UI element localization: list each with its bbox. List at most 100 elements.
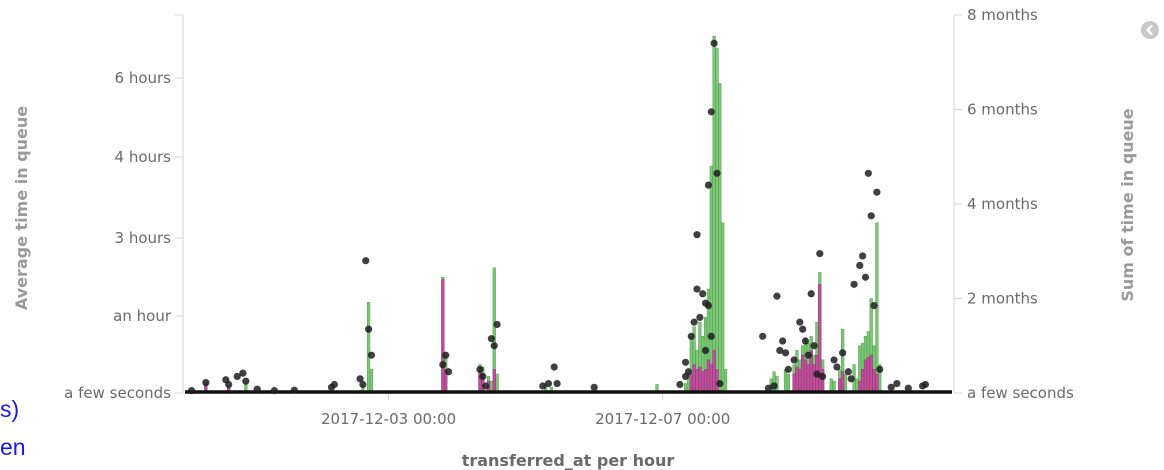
scatter-point: [553, 379, 561, 388]
bar: [703, 369, 708, 394]
scatter-point: [590, 383, 598, 391]
bar: [709, 364, 713, 394]
bar: [492, 369, 496, 394]
bar: [792, 373, 796, 394]
scatter-point: [439, 361, 447, 369]
right-tick-label: 4 months: [967, 195, 1038, 213]
bar: [866, 357, 870, 394]
bar: [692, 364, 696, 394]
scatter-point: [861, 273, 870, 281]
scatter-point: [759, 332, 767, 340]
scatter-point: [707, 108, 715, 116]
bar: [786, 373, 790, 394]
scatter-point: [444, 368, 453, 376]
scatter-point: [270, 387, 278, 395]
scatter-point: [850, 280, 858, 288]
left-tick-label: 4 hours: [115, 148, 172, 166]
scatter-point: [681, 358, 690, 366]
right-tick-label: 8 months: [967, 6, 1038, 24]
scatter-point: [864, 169, 872, 177]
tick-labels: a few seconds an hour 3 hours 4 hours 6 hour…: [64, 6, 1074, 428]
scatter-point: [550, 363, 558, 371]
scatter-point: [539, 382, 547, 390]
scatter-point: [799, 325, 807, 333]
scatter-point: [781, 349, 790, 357]
scatter-point: [693, 231, 701, 239]
scatter-point: [770, 382, 778, 390]
scatter-point: [490, 342, 498, 350]
bar: [712, 35, 716, 394]
scatter-point: [476, 365, 484, 373]
scatter-point: [442, 351, 450, 359]
scatter-point: [693, 285, 701, 293]
bar: [721, 222, 725, 394]
bar: [715, 47, 719, 394]
scatter-series: [187, 39, 930, 395]
bar: [803, 359, 808, 394]
scatter-point: [233, 372, 241, 381]
scatter-point: [773, 292, 781, 300]
scatter-point: [801, 337, 810, 345]
bar: [366, 301, 371, 394]
bar: [872, 369, 876, 394]
bar: [875, 373, 879, 394]
scatter-point: [779, 337, 787, 345]
scatter-point: [813, 370, 821, 378]
chevron-left-icon: [1146, 24, 1153, 36]
scatter-point: [699, 290, 707, 298]
scatter-point: [367, 351, 376, 359]
scatter-point: [687, 332, 695, 340]
bar: [441, 279, 445, 394]
scatter-point: [704, 301, 713, 310]
bar: [798, 369, 802, 394]
scatter-point: [713, 169, 721, 177]
scatter-point: [365, 325, 373, 333]
scatter-point: [716, 379, 724, 388]
scatter-point: [847, 375, 855, 383]
scatter-point: [684, 368, 693, 376]
scatter-point: [804, 351, 812, 359]
scatter-point: [830, 356, 838, 364]
x-tick-label: 2017-12-03 00:00: [321, 410, 456, 428]
chart-axes: [175, 14, 962, 400]
scatter-point: [290, 386, 298, 394]
scatter-point: [833, 363, 841, 371]
scatter-point: [816, 250, 824, 258]
bar: [712, 350, 716, 394]
scatter-point: [479, 372, 487, 381]
right-axis-title: Sum of time in queue: [1118, 108, 1137, 301]
scatter-point: [776, 346, 784, 355]
left-tick-label: 3 hours: [115, 229, 172, 247]
scatter-point: [819, 372, 827, 381]
scatter-point: [202, 379, 210, 387]
scatter-point: [544, 379, 553, 388]
scatter-point: [356, 375, 364, 383]
bar: [806, 364, 810, 394]
scatter-point: [253, 385, 261, 393]
scatter-point: [493, 320, 501, 329]
bar: [689, 373, 693, 394]
scatter-point: [921, 380, 930, 389]
scatter-point: [796, 318, 804, 326]
scatter-point: [893, 379, 901, 388]
bar: [869, 354, 873, 394]
bar: [863, 359, 868, 394]
scatter-point: [707, 332, 715, 340]
scatter-point: [887, 383, 895, 391]
scatter-point: [482, 382, 490, 390]
scatter-point: [696, 313, 704, 321]
scatter-point: [690, 318, 698, 326]
bar: [369, 369, 374, 394]
scatter-point: [839, 349, 847, 357]
scatter-point: [856, 261, 864, 270]
bar: [861, 369, 865, 394]
bar: [841, 371, 845, 394]
scatter-point: [330, 380, 338, 389]
collapse-sidebar-button[interactable]: [1141, 21, 1159, 39]
scatter-point: [362, 257, 370, 265]
scatter-point: [873, 188, 881, 196]
bar: [709, 165, 713, 394]
scatter-point: [807, 290, 815, 298]
scatter-point: [239, 369, 247, 377]
